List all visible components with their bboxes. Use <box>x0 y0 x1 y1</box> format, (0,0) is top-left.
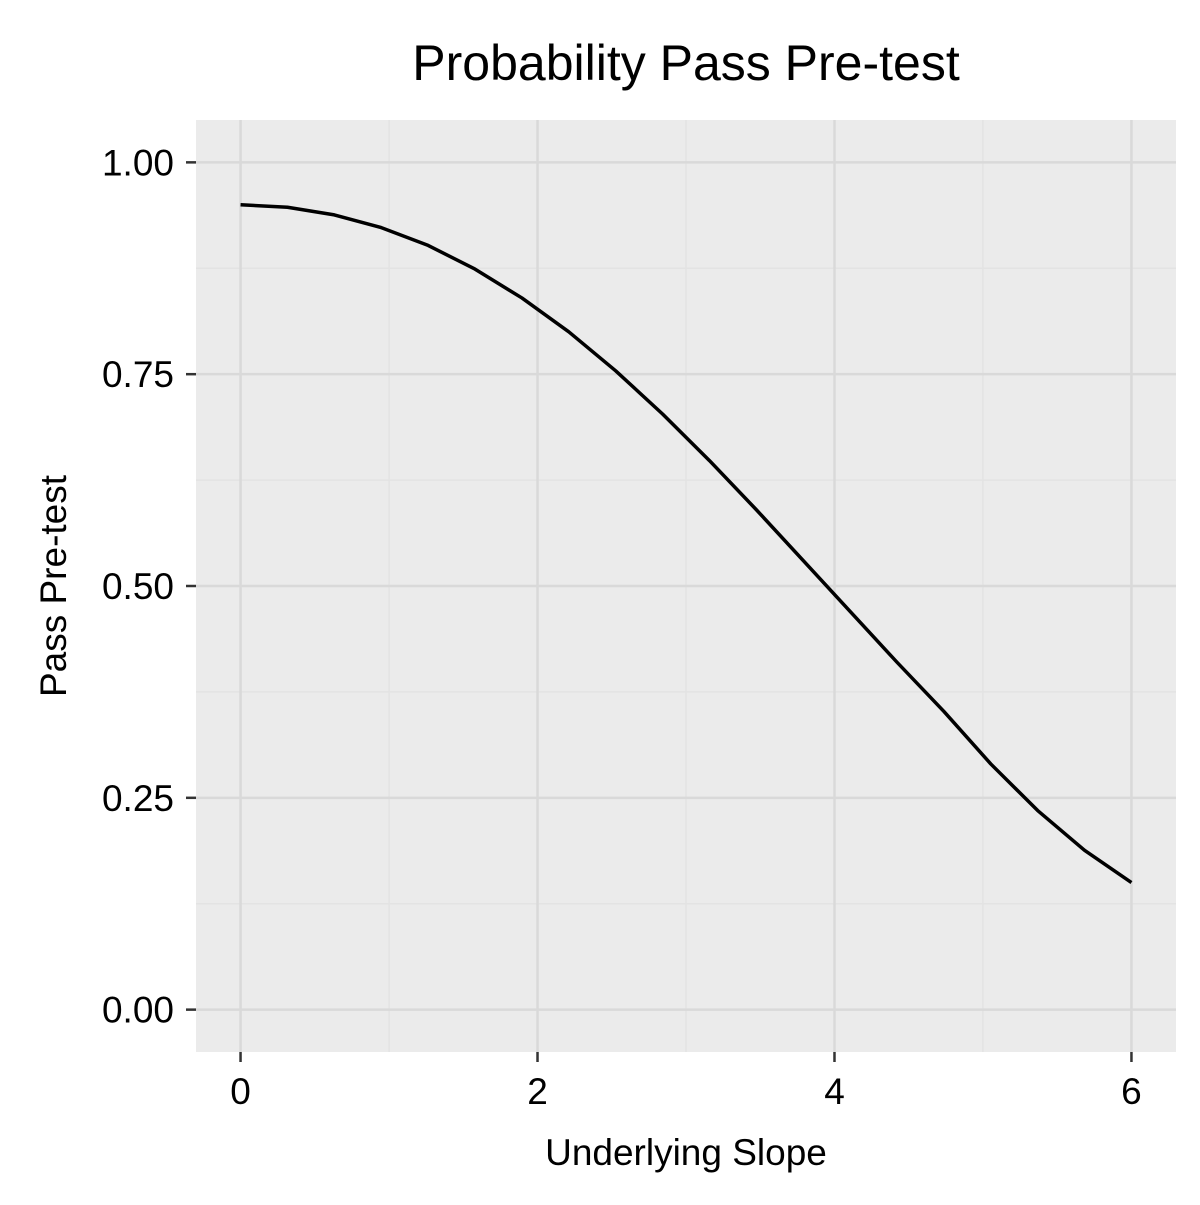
y-axis-title: Pass Pre-test <box>33 474 74 697</box>
x-tick-label: 0 <box>230 1071 251 1112</box>
x-axis-title: Underlying Slope <box>545 1132 827 1173</box>
chart-title: Probability Pass Pre-test <box>412 35 960 91</box>
y-tick-label: 0.25 <box>102 778 174 819</box>
y-tick-label: 0.50 <box>102 566 174 607</box>
x-tick-label: 2 <box>527 1071 548 1112</box>
major-gridlines <box>196 120 1176 1052</box>
series-layer <box>240 202 1133 884</box>
y-tick-label: 1.00 <box>102 142 174 183</box>
x-tick-label: 4 <box>824 1071 845 1112</box>
y-tick-label: 0.00 <box>102 990 174 1031</box>
x-tick-label: 6 <box>1121 1071 1142 1112</box>
series-line <box>240 202 1133 884</box>
y-tick-label: 0.75 <box>102 354 174 395</box>
y-axis: 0.00 0.25 0.50 0.75 1.00 <box>102 142 196 1031</box>
x-axis: 0 2 4 6 <box>230 1052 1142 1112</box>
